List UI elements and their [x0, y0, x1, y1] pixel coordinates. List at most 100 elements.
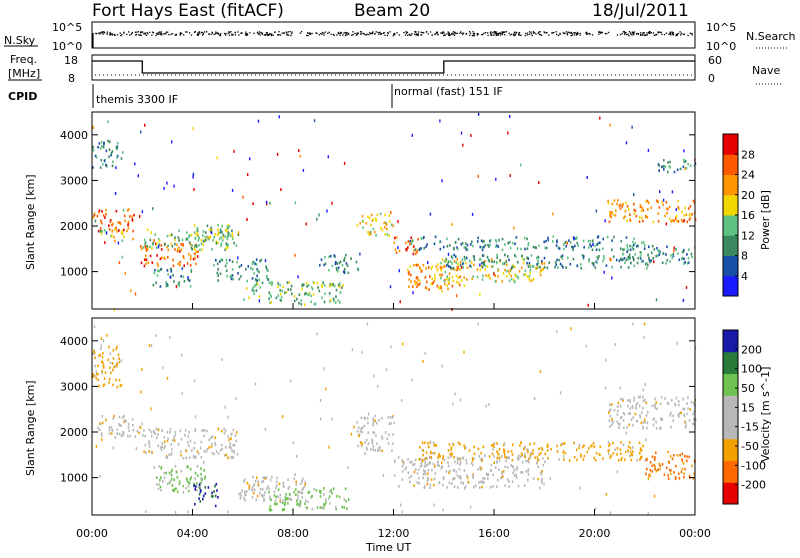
- time-axis-label: Time UT: [365, 541, 411, 554]
- scatter-point: [405, 241, 407, 245]
- scatter-point: [626, 219, 628, 223]
- scatter-point: [270, 508, 273, 512]
- scatter-point: [429, 456, 431, 459]
- nsky-point: [575, 34, 578, 36]
- scatter-point: [307, 491, 310, 494]
- scatter-point: [511, 480, 514, 483]
- nsky-point: [216, 32, 218, 34]
- scatter-point: [235, 396, 237, 400]
- scatter-point: [556, 258, 558, 262]
- scatter-point: [157, 245, 160, 249]
- scatter-point: [655, 451, 657, 455]
- scatter-point: [258, 299, 261, 303]
- scatter-point: [653, 417, 656, 421]
- scatter-point: [639, 205, 642, 209]
- scatter-point: [554, 261, 557, 264]
- scatter-point: [378, 418, 380, 422]
- scatter-point: [175, 470, 178, 474]
- scatter-point: [620, 458, 622, 462]
- scatter-point: [640, 252, 642, 255]
- scatter-point: [121, 239, 124, 243]
- scatter-point: [364, 417, 366, 420]
- scatter-point: [656, 407, 658, 411]
- nsky-point: [576, 33, 578, 35]
- scatter-point: [270, 498, 272, 502]
- scatter-point: [120, 232, 123, 235]
- scatter-point: [93, 212, 96, 216]
- scatter-point: [447, 287, 449, 291]
- scatter-point: [619, 397, 622, 401]
- scatter-point: [253, 272, 255, 275]
- scatter-point: [482, 240, 484, 244]
- scatter-point: [251, 288, 254, 292]
- scatter-point: [112, 357, 115, 360]
- scatter-point: [111, 234, 113, 237]
- scatter-point: [513, 280, 516, 283]
- scatter-point: [455, 470, 458, 474]
- scatter-point: [394, 248, 397, 251]
- nsky-point: [268, 33, 270, 36]
- nsky-point: [256, 32, 259, 34]
- scatter-point: [542, 463, 545, 467]
- scatter-point: [633, 193, 635, 197]
- scatter-point: [639, 255, 642, 258]
- scatter-point: [306, 285, 308, 288]
- scatter-point: [575, 237, 577, 240]
- scatter-point: [350, 432, 353, 436]
- scatter-point: [145, 248, 148, 251]
- nsky-point: [109, 31, 111, 34]
- scatter-point: [227, 510, 229, 514]
- colorbar-tick-label: -100: [741, 459, 766, 472]
- scatter-point: [105, 231, 108, 235]
- scatter-point: [206, 224, 209, 228]
- scatter-point: [454, 392, 456, 396]
- nsky-point: [652, 32, 655, 34]
- scatter-point: [683, 262, 685, 265]
- scatter-point: [427, 441, 429, 445]
- scatter-point: [433, 279, 436, 283]
- scatter-point: [271, 281, 274, 284]
- scatter-point: [439, 266, 442, 269]
- scatter-point: [182, 491, 185, 494]
- nsky-point: [481, 34, 483, 36]
- scatter-point: [599, 445, 602, 449]
- scatter-point: [675, 208, 677, 212]
- scatter-point: [118, 357, 120, 360]
- scatter-point: [572, 246, 574, 249]
- scatter-point: [623, 412, 626, 416]
- scatter-point: [275, 495, 278, 499]
- nsky-point: [502, 31, 504, 34]
- freq-label: Freq.: [10, 53, 37, 66]
- scatter-point: [372, 218, 375, 221]
- scatter-point: [643, 336, 645, 339]
- scatter-point: [627, 266, 630, 269]
- scatter-point: [456, 268, 459, 271]
- scatter-point: [409, 239, 411, 243]
- nsky-point: [441, 31, 444, 34]
- scatter-point: [320, 506, 323, 509]
- scatter-point: [497, 269, 500, 272]
- scatter-point: [221, 447, 224, 451]
- scatter-point: [432, 451, 434, 455]
- scatter-point: [186, 231, 188, 234]
- scatter-point: [213, 264, 215, 267]
- scatter-point: [261, 281, 264, 285]
- nsky-point: [199, 32, 201, 35]
- scatter-point: [163, 476, 166, 479]
- scatter-point: [195, 488, 198, 492]
- scatter-point: [196, 226, 199, 230]
- scatter-point: [422, 263, 425, 267]
- scatter-point: [119, 384, 122, 388]
- scatter-point: [439, 247, 442, 251]
- scatter-point: [514, 255, 517, 258]
- scatter-point: [217, 427, 220, 431]
- scatter-point: [646, 467, 648, 471]
- scatter-point: [441, 465, 443, 469]
- scatter-point: [180, 275, 182, 278]
- nsky-point: [206, 31, 208, 33]
- nsky-point: [571, 34, 574, 36]
- nsky-frame: [91, 21, 696, 49]
- scatter-point: [480, 467, 483, 470]
- scatter-point: [127, 220, 130, 224]
- nsky-point: [188, 32, 191, 34]
